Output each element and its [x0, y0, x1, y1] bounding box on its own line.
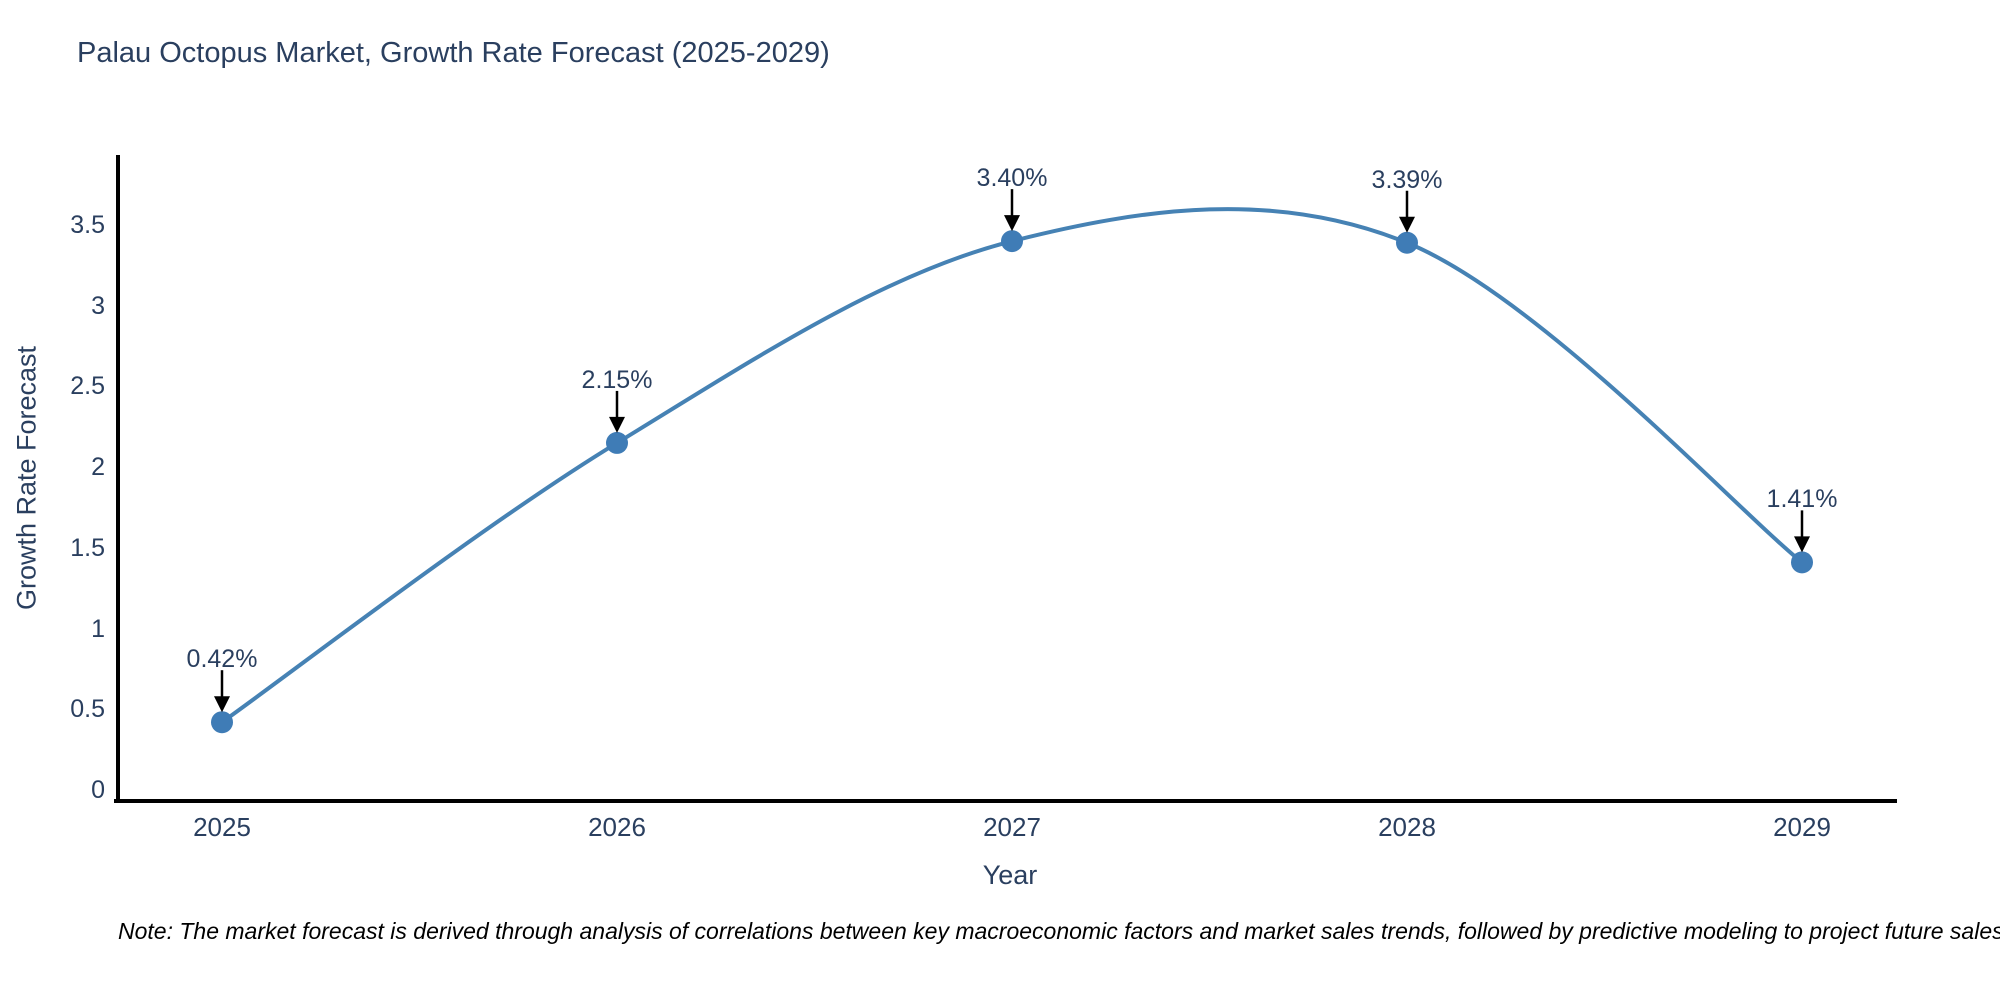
- y-tick-label: 1: [91, 614, 105, 643]
- x-tick-label: 2029: [1773, 812, 1831, 842]
- point-annotation: 2.15%: [581, 365, 653, 394]
- chart-title: Palau Octopus Market, Growth Rate Foreca…: [77, 37, 830, 69]
- y-tick-label: 2: [91, 453, 105, 482]
- annotation-arrowhead-icon: [1399, 216, 1415, 233]
- annotation-arrowhead-icon: [214, 696, 230, 713]
- x-tick-label: 2025: [193, 812, 251, 842]
- point-annotation: 3.40%: [976, 164, 1048, 193]
- data-point-marker: [606, 431, 628, 454]
- data-point-marker: [1396, 231, 1418, 254]
- y-tick-label: 2.5: [70, 372, 105, 401]
- x-tick-label: 2027: [983, 812, 1041, 842]
- x-tick-label: 2026: [588, 812, 646, 842]
- footnote: Note: The market forecast is derived thr…: [118, 918, 2000, 944]
- point-annotation: 0.42%: [186, 645, 258, 674]
- y-tick-label: 1.5: [70, 533, 105, 562]
- data-point-marker: [1791, 551, 1813, 574]
- y-tick-label: 0.5: [70, 695, 105, 724]
- point-annotation: 1.41%: [1766, 485, 1838, 514]
- annotation-arrowhead-icon: [1794, 536, 1810, 553]
- y-tick-label: 3.5: [70, 210, 105, 239]
- annotation-arrowhead-icon: [609, 416, 625, 433]
- data-point-marker: [1001, 230, 1023, 253]
- x-axis-title: Year: [982, 860, 1038, 890]
- annotation-arrowhead-icon: [1004, 215, 1020, 232]
- point-annotation: 3.39%: [1371, 165, 1443, 194]
- forecast-line: [220, 207, 1804, 724]
- x-tick-label: 2028: [1378, 812, 1436, 842]
- data-point-marker: [211, 711, 233, 734]
- y-tick-label: 3: [91, 291, 105, 320]
- y-tick-label: 0: [91, 776, 105, 804]
